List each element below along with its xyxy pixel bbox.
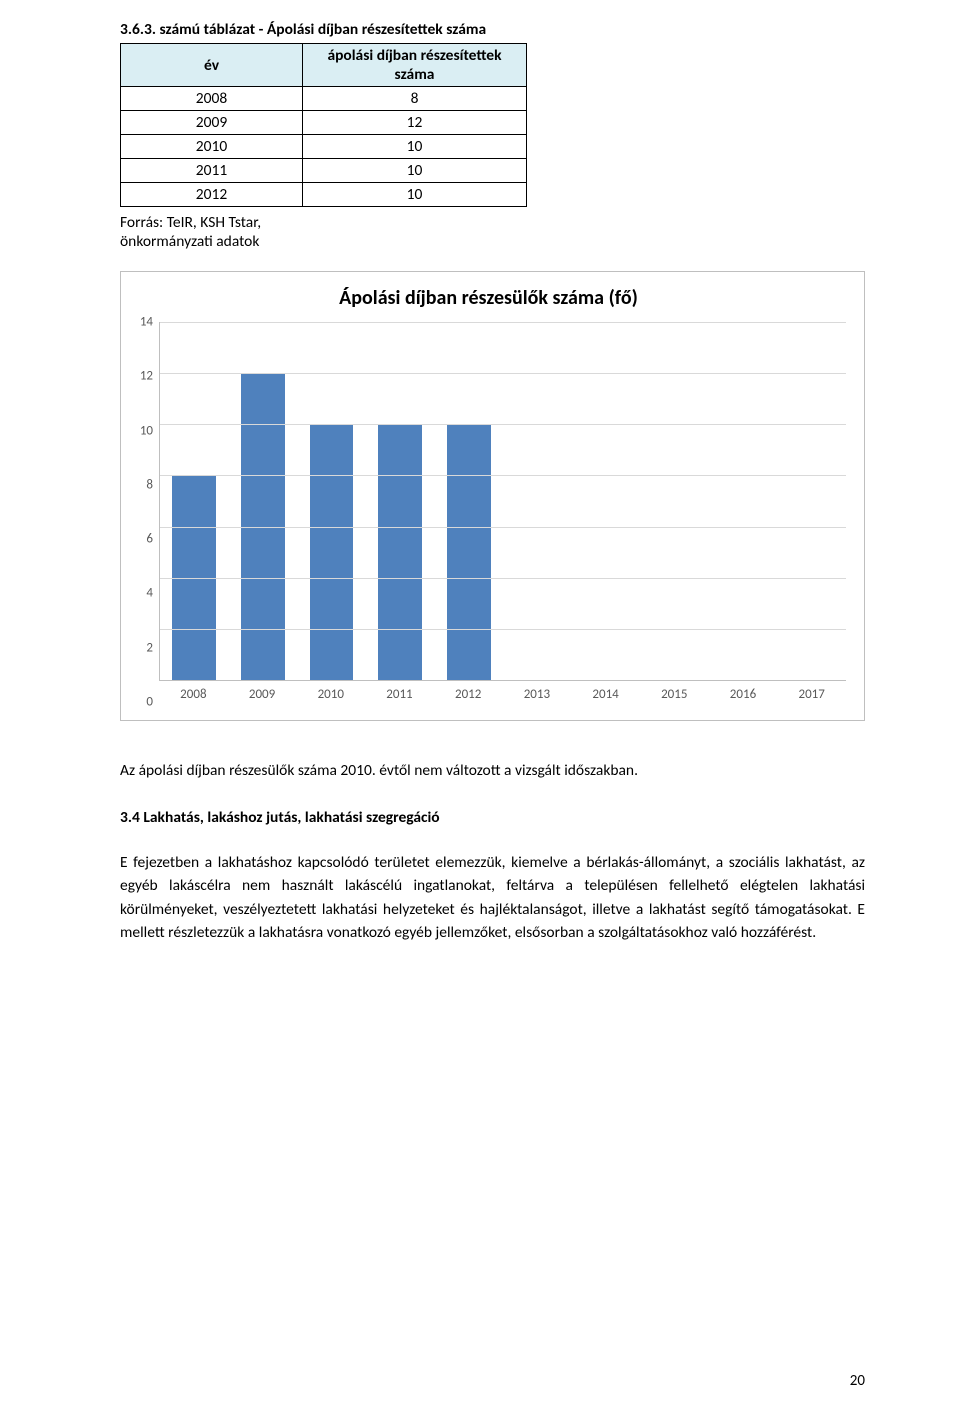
plot-area xyxy=(159,322,846,681)
grid-line xyxy=(160,527,846,528)
bars xyxy=(160,322,846,680)
x-tick-label: 2017 xyxy=(777,687,846,702)
bar-slot xyxy=(434,322,503,680)
grid-line xyxy=(160,373,846,374)
x-axis: 2008200920102011201220132014201520162017 xyxy=(159,687,846,702)
x-tick-label: 2010 xyxy=(296,687,365,702)
bar-slot xyxy=(366,322,435,680)
x-tick-label: 2015 xyxy=(640,687,709,702)
body-paragraph: E fejezetben a lakhatáshoz kapcsolódó te… xyxy=(120,851,865,944)
table-row: 2011 10 xyxy=(121,159,527,183)
table-head-row: év ápolási díjban részesítettek száma xyxy=(121,44,527,87)
table-source: Forrás: TeIR, KSH Tstar, önkormányzati a… xyxy=(120,213,320,251)
table-title: 3.6.3. számú táblázat - Ápolási díjban r… xyxy=(120,20,865,39)
x-tick-label: 2014 xyxy=(571,687,640,702)
cell: 2008 xyxy=(121,87,303,111)
cell: 10 xyxy=(303,135,527,159)
x-tick-label: 2008 xyxy=(159,687,228,702)
bar-slot xyxy=(777,322,846,680)
section-heading: 3.4 Lakhatás, lakáshoz jutás, lakhatási … xyxy=(120,808,865,827)
bar xyxy=(310,424,354,680)
y-tick-label: 12 xyxy=(140,369,153,384)
bar-slot xyxy=(572,322,641,680)
chart-note: Az ápolási díjban részesülők száma 2010.… xyxy=(120,761,865,780)
cell: 2012 xyxy=(121,183,303,207)
cell: 8 xyxy=(303,87,527,111)
bar-slot xyxy=(640,322,709,680)
table-row: 2008 8 xyxy=(121,87,527,111)
grid-line xyxy=(160,424,846,425)
chart-area: 02468101214 2008200920102011201220132014… xyxy=(131,322,846,702)
bar xyxy=(378,424,422,680)
cell: 2011 xyxy=(121,159,303,183)
grid-line xyxy=(160,629,846,630)
chart-container: Ápolási díjban részesülők száma (fő) 0 2 4… xyxy=(120,271,865,721)
bar-slot xyxy=(709,322,778,680)
y-tick-label: 4 xyxy=(146,586,153,601)
table-row: 2010 10 xyxy=(121,135,527,159)
x-tick-label: 2013 xyxy=(503,687,572,702)
cell: 2010 xyxy=(121,135,303,159)
data-table: év ápolási díjban részesítettek száma 20… xyxy=(120,43,527,207)
cell: 10 xyxy=(303,183,527,207)
th-year: év xyxy=(121,44,303,87)
cell: 10 xyxy=(303,159,527,183)
grid-line xyxy=(160,322,846,323)
x-tick-label: 2011 xyxy=(365,687,434,702)
cell: 12 xyxy=(303,111,527,135)
bar-slot xyxy=(160,322,229,680)
y-tick-label: 10 xyxy=(140,423,153,438)
y-tick-label: 8 xyxy=(146,477,153,492)
x-tick-label: 2009 xyxy=(228,687,297,702)
table-row: 2009 12 xyxy=(121,111,527,135)
grid-line xyxy=(160,475,846,476)
grid-line xyxy=(160,578,846,579)
bar xyxy=(447,424,491,680)
chart-title: Ápolási díjban részesülők száma (fő) xyxy=(131,286,846,310)
x-tick-label: 2016 xyxy=(709,687,778,702)
y-tick-label: 2 xyxy=(146,640,153,655)
y-tick-label: 14 xyxy=(140,315,153,330)
y-axis: 02468101214 xyxy=(131,322,159,702)
x-tick-label: 2012 xyxy=(434,687,503,702)
y-tick-label: 0 xyxy=(146,695,153,710)
page-number: 20 xyxy=(850,1372,865,1390)
table-row: 2012 10 xyxy=(121,183,527,207)
bar-slot xyxy=(503,322,572,680)
cell: 2009 xyxy=(121,111,303,135)
y-tick-label: 6 xyxy=(146,532,153,547)
bar-slot xyxy=(229,322,298,680)
bar-slot xyxy=(297,322,366,680)
th-count: ápolási díjban részesítettek száma xyxy=(303,44,527,87)
